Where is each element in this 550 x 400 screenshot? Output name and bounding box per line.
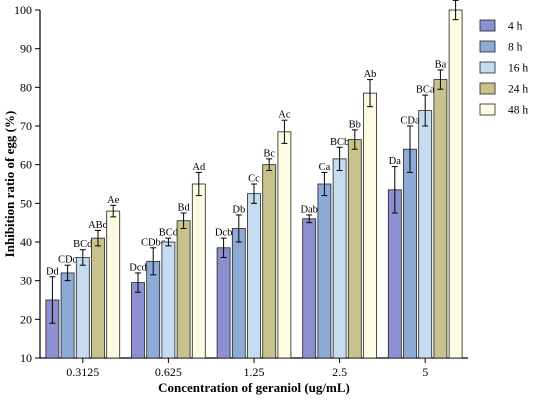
legend-swatch: [479, 19, 496, 32]
significance-label: CDbc: [141, 237, 166, 248]
significance-label: Dcd: [129, 262, 147, 273]
significance-label: Ba: [435, 59, 447, 70]
legend-swatch: [479, 103, 496, 116]
bar: [131, 282, 145, 359]
legend-swatch: [479, 82, 496, 95]
bar: [317, 183, 332, 359]
bar: [231, 228, 246, 359]
x-tick-label: 2.5: [332, 365, 347, 379]
bar: [91, 237, 105, 359]
y-axis-label: Inhibition ratio of egg (%): [2, 111, 17, 258]
x-tick-label: 0.3125: [66, 365, 99, 379]
bar: [262, 164, 277, 359]
legend-label: 8 h: [508, 42, 523, 54]
legend-label: 24 h: [508, 84, 528, 96]
significance-label: BCa: [416, 85, 435, 96]
bar: [247, 193, 261, 359]
legend-swatch: [479, 61, 496, 74]
bar: [347, 139, 362, 359]
significance-label: BCb: [330, 137, 349, 148]
bars-layer: DdCDcBCdABdAeDcdCDbcBCdBdAdDcbDbCcBcAcDa…: [45, 0, 463, 359]
y-tick-label: 60: [20, 158, 32, 172]
bar: [161, 241, 176, 359]
significance-label: Cc: [248, 174, 260, 185]
bar: [277, 131, 292, 359]
bar: [75, 257, 90, 359]
bar: [302, 218, 317, 359]
bar: [387, 189, 402, 359]
significance-label: Dcb: [215, 228, 233, 239]
significance-label: Bd: [177, 203, 190, 214]
significance-label: Da: [389, 156, 402, 167]
bar: [191, 183, 206, 359]
legend-swatch: [479, 40, 496, 53]
bar: [332, 158, 347, 359]
significance-label: Ad: [192, 162, 206, 173]
significance-label: ABd: [88, 220, 109, 231]
bar: [433, 79, 448, 359]
bar: [403, 148, 417, 359]
significance-label: Bc: [263, 148, 275, 159]
legend-label: 16 h: [508, 63, 528, 75]
significance-label: Dab: [300, 204, 318, 215]
y-tick-label: 20: [20, 312, 32, 326]
significance-label: Aa: [449, 0, 462, 1]
y-tick-label: 30: [20, 274, 32, 288]
bar: [146, 260, 161, 359]
legend-label: 48 h: [508, 105, 528, 117]
bar: [216, 247, 231, 359]
significance-label: Db: [232, 204, 245, 215]
axes: 10 20 30 40 50 60 70 80 90 100 0.3125 0.625 1.25 2.5 5: [14, 3, 468, 379]
y-tick-label: 10: [20, 351, 32, 365]
significance-label: Ca: [319, 162, 331, 173]
legend: 4 h 8 h 16 h 24 h 48 h: [479, 19, 528, 117]
significance-label: Ab: [364, 69, 377, 80]
x-axis-label: Concentration of geraniol (ug/mL): [158, 380, 350, 395]
x-tick-label: 0.625: [155, 365, 182, 379]
significance-label: Dd: [46, 266, 60, 277]
significance-label: Ac: [278, 110, 291, 121]
bar: [60, 272, 75, 359]
significance-label: Ae: [107, 195, 120, 206]
x-tick-label: 1.25: [244, 365, 265, 379]
y-tick-label: 80: [20, 80, 32, 94]
bar: [418, 110, 433, 359]
significance-label: CDa: [400, 116, 420, 127]
y-tick-label: 50: [20, 196, 32, 210]
significance-label: BCd: [73, 239, 93, 250]
y-tick-label: 70: [20, 119, 32, 133]
x-tick-label: 5: [422, 365, 428, 379]
bar: [363, 92, 377, 359]
significance-label: CDc: [58, 255, 78, 266]
bar: [448, 9, 463, 359]
bar: [176, 220, 191, 359]
y-tick-label: 100: [14, 3, 32, 17]
significance-label: Bb: [349, 119, 361, 130]
legend-label: 4 h: [508, 21, 523, 33]
significance-label: BCd: [159, 228, 179, 239]
y-tick-label: 40: [20, 235, 32, 249]
y-tick-label: 90: [20, 42, 32, 56]
bar: [106, 210, 121, 359]
